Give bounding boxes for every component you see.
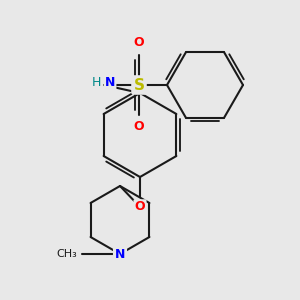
Text: O: O	[135, 200, 145, 214]
Text: CH₃: CH₃	[56, 249, 77, 259]
Text: O: O	[134, 37, 144, 50]
Text: O: O	[134, 121, 144, 134]
Text: N: N	[105, 76, 115, 89]
Text: N: N	[115, 248, 125, 260]
Text: H: H	[91, 76, 101, 89]
Text: S: S	[134, 77, 145, 92]
